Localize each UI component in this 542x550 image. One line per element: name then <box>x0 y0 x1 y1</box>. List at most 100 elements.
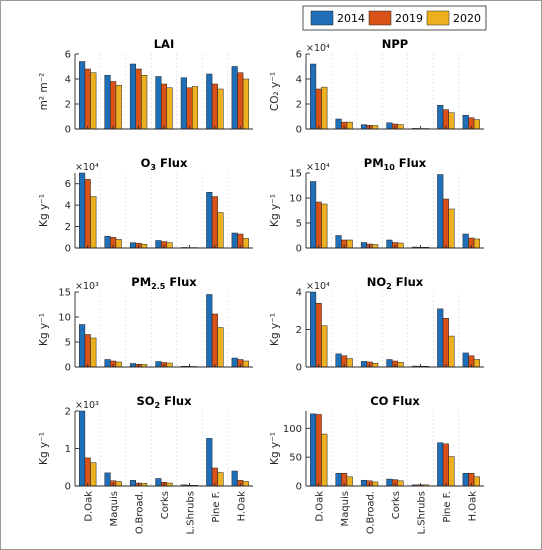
ytick-label-pm10-3: 15 <box>289 169 302 180</box>
bar-so2-2014-3 <box>155 478 162 487</box>
ytick-label-o3-3: 6 <box>65 179 71 190</box>
bar-pm25-2019-5 <box>211 313 218 368</box>
bar-no2-2020-0 <box>321 325 328 368</box>
xtick-label-co-5: Pine F. <box>442 491 453 523</box>
bar-so2-2020-1 <box>115 481 122 487</box>
xtick-label-co-1: Maquis <box>340 491 351 526</box>
bar-lai-2019-3 <box>160 83 168 130</box>
bar-lai-2020-4 <box>191 86 199 130</box>
bar-so2-2020-5 <box>217 472 224 487</box>
xtick-label-so2-0: D.Oak <box>84 491 95 522</box>
bar-pm25-2014-5 <box>206 294 213 368</box>
bar-o3-2020-0 <box>90 196 97 249</box>
panel-pm10: 0 5 10 15 PM10 Flux ×10⁴ Kg y⁻¹ <box>269 156 484 255</box>
xtick-label-so2-5: Pine F. <box>211 491 222 523</box>
bar-co-2020-6 <box>473 476 480 487</box>
ylabel-pm25: Kg y⁻¹ <box>38 313 50 346</box>
bar-pm10-2020-0 <box>321 203 328 249</box>
bar-o3-2019-0 <box>84 179 91 249</box>
plot-area-co <box>306 411 484 486</box>
xtick-label-so2-4: L.Shrubs <box>185 491 196 534</box>
bar-o3-2014-0 <box>79 172 86 249</box>
bar-pm10-2014-1 <box>335 235 342 249</box>
bar-o3-2014-2 <box>129 242 137 249</box>
panel-title-pm25: PM2.5 Flux <box>131 275 197 291</box>
bar-lai-2014-5 <box>206 73 213 130</box>
xtick-label-so2-6: H.Oak <box>236 491 247 522</box>
bar-so2-2020-6 <box>242 481 249 487</box>
legend-label-2019: 2019 <box>395 12 423 25</box>
bar-npp-2014-3 <box>386 122 393 130</box>
ytick-label-co-1: 50 <box>289 453 302 464</box>
bar-co-2020-5 <box>448 456 455 487</box>
ytick-label-pm25-0: 0 <box>65 363 71 374</box>
exponent-pm25: ×10³ <box>75 281 99 292</box>
ylabel-co: Kg y⁻¹ <box>269 432 281 465</box>
ytick-label-npp-1: 2 <box>296 100 302 111</box>
bar-pm25-2014-6 <box>231 357 238 368</box>
bar-no2-2014-2 <box>360 361 368 368</box>
bar-so2-2014-5 <box>206 438 213 487</box>
bar-lai-2020-2 <box>141 75 148 130</box>
panel-co: 0 50 100 D.Oak Maquis O.Broad. Corks L.Shrubs Pi… <box>269 394 484 534</box>
bar-lai-2019-6 <box>237 72 244 130</box>
bar-co-2014-1 <box>335 473 342 487</box>
xtick-label-so2-1: Maquis <box>109 491 120 526</box>
panel-no2: 0 2 4 NO2 Flux ×10⁴ Kg y⁻¹ <box>269 275 484 374</box>
bar-no2-2014-1 <box>335 353 342 368</box>
bar-npp-2014-6 <box>462 115 469 130</box>
bar-no2-2019-5 <box>442 318 449 368</box>
ytick-label-pm25-1: 5 <box>65 338 71 349</box>
ytick-label-o3-0: 0 <box>65 244 71 255</box>
bar-pm25-2020-6 <box>242 360 249 368</box>
xtick-label-co-2: O.Broad. <box>366 491 377 534</box>
bar-o3-2014-5 <box>206 192 213 249</box>
bar-lai-2020-3 <box>166 87 173 130</box>
bar-lai-2014-4 <box>180 77 187 130</box>
bar-lai-2014-2 <box>129 63 137 130</box>
bar-co-2014-0 <box>310 413 317 487</box>
bar-no2-2020-1 <box>346 358 353 368</box>
ytick-label-npp-3: 6 <box>296 50 302 61</box>
panels-group: 0 2 4 6 LAI m² m⁻² 0 2 4 6 NPP ×10⁴ CO₂ y⁻¹ 0 2 4 6 O3 Fl… <box>38 37 484 534</box>
bar-pm25-2020-5 <box>217 327 224 368</box>
exponent-pm10: ×10⁴ <box>306 162 330 173</box>
bar-co-2019-0 <box>315 414 322 487</box>
plot-area-no2 <box>306 292 484 367</box>
panel-title-co: CO Flux <box>370 394 420 408</box>
legend: 2014 2019 2020 <box>302 5 487 31</box>
bar-lai-2019-2 <box>135 68 142 130</box>
ytick-label-lai-2: 4 <box>65 75 71 86</box>
bar-co-2014-2 <box>360 479 368 487</box>
xtick-label-co-6: H.Oak <box>467 491 478 522</box>
xtick-label-co-4: L.Shrubs <box>416 491 427 534</box>
bar-lai-2020-0 <box>90 72 97 130</box>
bar-pm10-2014-3 <box>386 239 393 249</box>
ytick-label-so2-0: 0 <box>65 482 71 493</box>
legend-label-2020: 2020 <box>453 12 481 25</box>
bar-pm25-2020-3 <box>166 362 173 368</box>
exponent-npp: ×10⁴ <box>306 43 330 54</box>
bar-pm25-2014-1 <box>104 359 111 368</box>
ytick-label-so2-2: 2 <box>65 407 71 418</box>
legend-box <box>302 5 487 31</box>
bar-pm10-2020-2 <box>372 244 379 249</box>
bar-pm10-2019-0 <box>315 201 322 249</box>
legend-label-2014: 2014 <box>337 12 365 25</box>
bar-pm10-2020-3 <box>397 242 404 249</box>
bar-no2-2014-6 <box>462 352 469 368</box>
bar-pm25-2020-0 <box>90 337 97 368</box>
bar-o3-2019-5 <box>211 196 218 249</box>
bar-npp-2019-0 <box>315 88 322 130</box>
panel-so2: 0 1 2 D.Oak Maquis O.Broad. Corks L.Shrubs Pine … <box>38 394 253 534</box>
ytick-label-no2-1: 2 <box>296 325 302 336</box>
bar-co-2014-6 <box>462 473 469 487</box>
bar-pm25-2019-0 <box>84 334 91 368</box>
ytick-label-lai-3: 6 <box>65 50 71 61</box>
ylabel-so2: Kg y⁻¹ <box>38 432 50 465</box>
plot-area-o3 <box>75 173 253 248</box>
panel-title-pm10: PM10 Flux <box>364 156 427 172</box>
bar-npp-2014-2 <box>360 124 368 130</box>
ytick-label-pm25-2: 10 <box>58 313 71 324</box>
ytick-label-pm25-3: 15 <box>58 288 71 299</box>
